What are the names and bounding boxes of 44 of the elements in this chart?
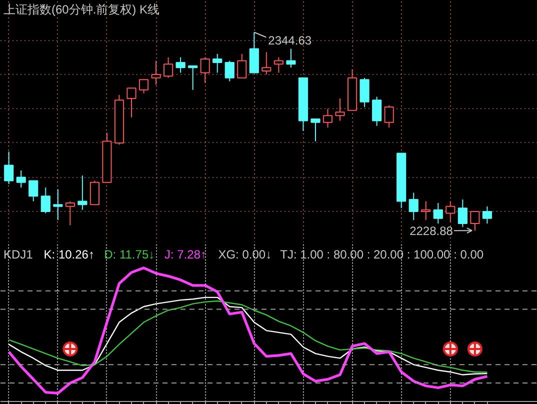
annotation: 2228.88 [410,224,454,238]
candlestick [164,56,174,78]
candlestick [249,32,259,74]
candlestick [470,211,480,232]
annotation: 2344.63 [268,34,312,48]
candlestick [138,79,149,94]
candlestick [384,104,394,128]
candlestick [433,202,443,224]
candlestick [360,77,370,108]
series-label: J: 7.28↑ [164,247,207,262]
candlestick [372,96,382,126]
candlestick [188,65,198,90]
candlestick [78,175,88,210]
candlestick [322,108,333,128]
candlestick [200,56,210,84]
candlestick [224,60,234,82]
candlestick [212,53,222,74]
chart-title: 上证指数(60分钟.前复权) K线 [4,2,160,16]
candlestick [408,192,418,221]
text: D: 11.75↓ [104,247,155,262]
candlestick [16,170,26,188]
candlestick [40,187,50,214]
candlestick [28,180,38,202]
candlestick [65,200,75,226]
candlestick [458,199,468,228]
candlestick [335,98,345,122]
candlestick [176,56,186,74]
candlestick [151,60,161,86]
chart-title: KDJ1 [4,247,34,262]
text: TJ: 1.00 : 80.00 : 20.00 : 100.00 : 0.00 [280,247,484,262]
candlestick [53,188,63,221]
candlestick [446,200,456,222]
candlestick [421,200,431,221]
candlestick [482,206,492,224]
candlestick [126,88,136,118]
candlestick [286,48,296,68]
candlestick [237,53,247,78]
text: K: 10.26↑ [44,247,94,262]
candlestick [4,151,14,185]
candlestick [310,118,320,142]
candlestick [262,52,272,75]
candlestick [90,180,100,206]
text: XG: 0.00↓ [218,247,272,262]
candlestick [274,56,284,74]
